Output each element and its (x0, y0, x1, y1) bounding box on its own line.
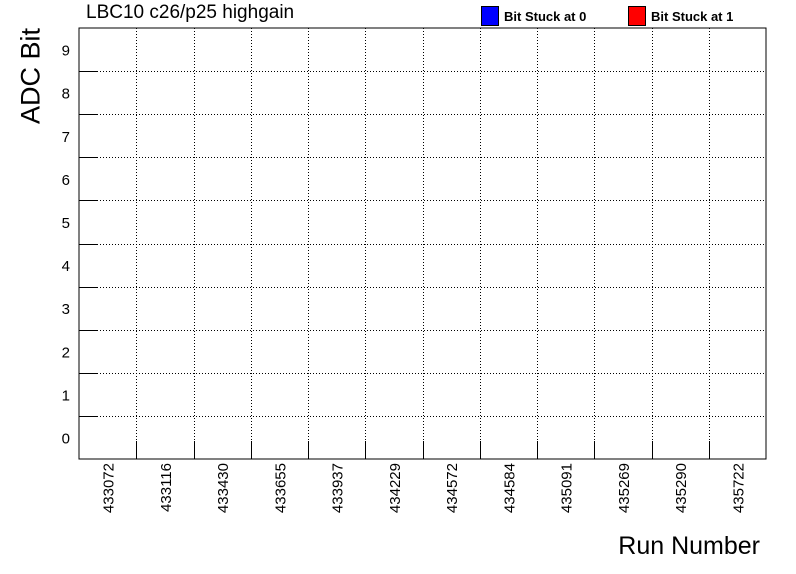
x-tick-label: 433655 (272, 463, 289, 513)
x-tick-label: 433072 (101, 463, 118, 513)
y-axis-label: ADC Bit (15, 27, 46, 125)
chart-title: LBC10 c26/p25 highgain (86, 2, 295, 23)
y-tick-labels: 0 1 2 3 4 5 6 7 8 9 (62, 43, 70, 448)
y-tick-label: 5 (62, 215, 70, 232)
y-tick-label: 9 (62, 43, 70, 60)
x-tick-label: 433430 (215, 463, 232, 513)
legend-label-stuck-1: Bit Stuck at 1 (651, 8, 734, 24)
legend-swatch-red (628, 6, 646, 26)
x-tick-label: 435722 (730, 463, 747, 513)
x-tick-label: 434584 (501, 463, 518, 513)
x-tick-labels: 433072 433116 433430 433655 433937 434229 4345… (101, 463, 748, 513)
y-tick-label: 1 (62, 387, 70, 404)
y-tick-label: 0 (62, 430, 70, 447)
plot-frame (78, 27, 767, 460)
x-axis-label: Run Number (618, 532, 760, 560)
y-tick-label: 3 (62, 301, 70, 318)
x-tick-label: 435269 (616, 463, 633, 513)
x-tick-label: 433116 (158, 463, 175, 512)
x-tick-label: 435290 (673, 463, 690, 513)
x-tick-label: 435091 (559, 463, 576, 513)
y-tick-label: 4 (62, 258, 70, 275)
x-tick-label: 434229 (387, 463, 404, 513)
grid-lines (79, 28, 766, 459)
legend-swatch-blue (481, 6, 499, 26)
y-tick-label: 6 (62, 172, 70, 189)
x-tick-label: 434572 (444, 463, 461, 513)
y-tick-label: 7 (62, 129, 70, 146)
legend-item-stuck-0: Bit Stuck at 0 (481, 5, 586, 27)
y-tick-label: 2 (62, 344, 70, 361)
legend-label-stuck-0: Bit Stuck at 0 (504, 8, 587, 24)
y-tick-label: 8 (62, 86, 70, 103)
x-tick-label: 433937 (330, 463, 347, 513)
legend-item-stuck-1: Bit Stuck at 1 (628, 5, 733, 27)
axis-ticks (79, 71, 710, 459)
